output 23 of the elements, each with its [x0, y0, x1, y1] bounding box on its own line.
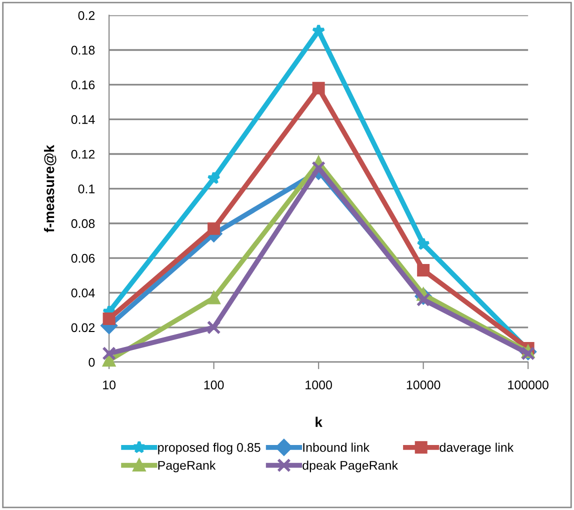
y-tick-label: 0.18 — [71, 46, 95, 55]
y-tick-label: 0.12 — [71, 150, 95, 159]
x-tick-label: 10000 — [406, 380, 440, 390]
y-tick-label: 0.06 — [71, 254, 95, 263]
x-tick-label: 100 — [204, 380, 224, 390]
y-tick-label: 0.2 — [78, 11, 95, 20]
legend-label: Inbound link — [303, 442, 370, 452]
y-axis-title: f-measure@k — [44, 144, 56, 232]
legend-label: proposed flog 0.85 — [158, 442, 260, 454]
y-tick-label: 0.08 — [71, 219, 95, 228]
y-tick-label: 0.16 — [71, 80, 95, 90]
x-tick-label: 1000 — [306, 380, 332, 390]
legend-label: daverage link — [440, 442, 514, 454]
y-tick-label: 0.04 — [71, 288, 95, 298]
y-tick-label: 0.1 — [78, 184, 95, 194]
x-tick-label: 100000 — [508, 380, 548, 390]
y-tick-label: 0 — [88, 358, 95, 367]
x-tick-label: 10 — [103, 380, 116, 390]
y-tick-label: 0.02 — [71, 323, 95, 332]
y-tick-label: 0.14 — [71, 115, 95, 124]
legend-label: PageRank — [158, 460, 216, 472]
x-axis-title: k — [316, 416, 322, 427]
legend-label: dpeak PageRank — [302, 460, 398, 472]
